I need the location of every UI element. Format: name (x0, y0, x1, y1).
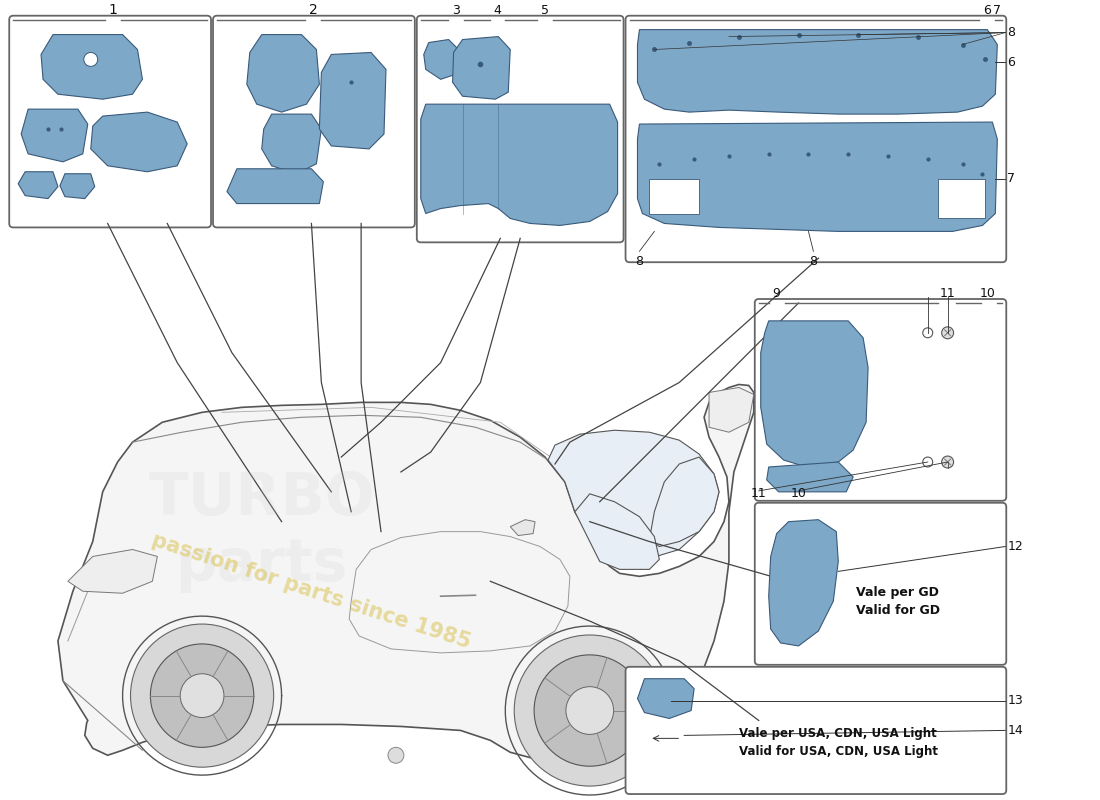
Circle shape (388, 747, 404, 763)
Text: TURBO
parts: TURBO parts (148, 470, 375, 593)
Polygon shape (638, 678, 694, 718)
Text: 11: 11 (751, 487, 767, 500)
Text: 4: 4 (494, 4, 502, 17)
FancyBboxPatch shape (9, 16, 211, 227)
Text: 7: 7 (993, 4, 1001, 17)
FancyBboxPatch shape (755, 502, 1006, 665)
Polygon shape (452, 37, 510, 99)
FancyBboxPatch shape (626, 16, 1006, 262)
Text: 1: 1 (108, 2, 117, 17)
Text: 9: 9 (772, 287, 781, 300)
Text: Vale per GD
Valid for GD: Vale per GD Valid for GD (856, 586, 939, 617)
Polygon shape (424, 39, 459, 79)
Polygon shape (575, 494, 659, 570)
Polygon shape (510, 520, 535, 535)
Text: Vale per USA, CDN, USA Light
Valid for USA, CDN, USA Light: Vale per USA, CDN, USA Light Valid for U… (739, 727, 938, 758)
Circle shape (923, 328, 933, 338)
Polygon shape (349, 532, 570, 653)
Polygon shape (769, 520, 838, 646)
Polygon shape (421, 104, 617, 226)
Text: 10: 10 (791, 487, 806, 500)
Circle shape (84, 53, 98, 66)
Polygon shape (767, 462, 854, 492)
Circle shape (942, 456, 954, 468)
Text: 10: 10 (979, 287, 996, 300)
Polygon shape (227, 169, 323, 203)
Circle shape (180, 674, 224, 718)
Polygon shape (649, 178, 700, 214)
Text: 8: 8 (636, 255, 644, 268)
FancyBboxPatch shape (626, 666, 1006, 794)
Polygon shape (90, 112, 187, 172)
Circle shape (514, 635, 666, 786)
Text: 8: 8 (810, 255, 817, 268)
Polygon shape (41, 34, 142, 99)
FancyBboxPatch shape (213, 16, 415, 227)
Text: 6: 6 (1008, 56, 1015, 69)
Polygon shape (19, 172, 58, 198)
Circle shape (565, 686, 614, 734)
Polygon shape (710, 387, 754, 432)
Polygon shape (319, 53, 386, 149)
Polygon shape (638, 30, 998, 114)
Text: 13: 13 (1008, 694, 1023, 707)
Polygon shape (649, 457, 719, 546)
Polygon shape (21, 109, 88, 162)
Circle shape (131, 624, 274, 767)
Text: 2: 2 (309, 2, 318, 17)
Polygon shape (246, 34, 319, 112)
Text: 12: 12 (1008, 540, 1023, 553)
Polygon shape (58, 385, 754, 762)
Polygon shape (262, 114, 321, 174)
Text: 7: 7 (1008, 172, 1015, 186)
Text: 6: 6 (983, 4, 991, 17)
Polygon shape (638, 122, 998, 231)
Polygon shape (937, 178, 986, 218)
Circle shape (942, 327, 954, 338)
FancyBboxPatch shape (417, 16, 624, 242)
Text: 8: 8 (1008, 26, 1015, 39)
Circle shape (535, 655, 646, 766)
Polygon shape (68, 550, 157, 594)
Text: passion for parts since 1985: passion for parts since 1985 (150, 530, 474, 653)
Text: 3: 3 (452, 4, 460, 17)
Circle shape (923, 457, 933, 467)
Text: 5: 5 (541, 4, 549, 17)
Polygon shape (761, 321, 868, 467)
Text: 11: 11 (939, 287, 956, 300)
Circle shape (151, 644, 254, 747)
Polygon shape (59, 174, 95, 198)
FancyBboxPatch shape (755, 299, 1006, 501)
Text: 14: 14 (1008, 724, 1023, 737)
Polygon shape (548, 430, 719, 562)
